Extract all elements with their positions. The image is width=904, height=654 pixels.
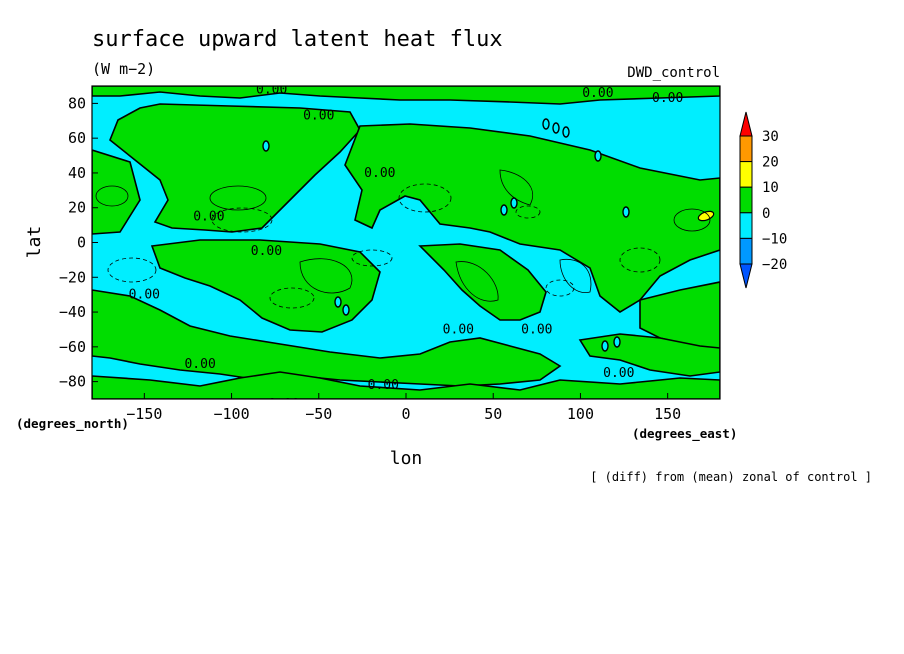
contour-label: 0.00 bbox=[193, 209, 224, 224]
y-tick-label: 60 bbox=[68, 129, 86, 147]
plot-area: 0.00 0.00 0.00 0.00 0.00 0.00 0.00 0.00 0.00 0.00… bbox=[92, 82, 720, 412]
colorbar-segment bbox=[739, 186, 753, 214]
contour-labels: 0.00 0.00 0.00 0.00 0.00 0.00 0.00 0.00 0.00 0.00… bbox=[129, 82, 684, 412]
chart-footnote: [ (diff) from (mean) zonal of control ] bbox=[590, 470, 872, 484]
thin-contours bbox=[95, 169, 711, 302]
x-tick-label: −100 bbox=[213, 405, 249, 423]
colorbar-level-label: −10 bbox=[762, 231, 787, 247]
y-tick-label: 20 bbox=[68, 199, 86, 217]
positive-region-south-pacific bbox=[150, 239, 381, 333]
contour-label: 0.00 bbox=[443, 322, 474, 337]
positive-region-southern-ocean-west bbox=[92, 289, 562, 387]
colorbar-level-label: 0 bbox=[762, 206, 770, 222]
colorbar-segment bbox=[739, 237, 753, 265]
contour-label: 0.00 bbox=[521, 322, 552, 337]
contour-label: 0.00 bbox=[603, 366, 634, 381]
positive-region-west-pacific bbox=[92, 149, 141, 235]
x-axis-title: lon bbox=[390, 448, 423, 469]
positive-region-arctic bbox=[92, 86, 720, 105]
y-axis-title: lat bbox=[24, 226, 45, 259]
contour-label: 0.00 bbox=[582, 86, 613, 101]
contour-label: 0.00 bbox=[364, 166, 395, 181]
y-tick-label: −40 bbox=[59, 303, 86, 321]
colorbar-level-label: 20 bbox=[762, 155, 779, 171]
colorbar: 30 20 10 0 −10 −20 bbox=[739, 111, 787, 289]
colorbar-level-label: −20 bbox=[762, 257, 787, 273]
colorbar-level-label: 10 bbox=[762, 180, 779, 196]
contour-label: 0.00 bbox=[268, 397, 299, 412]
run-label: DWD_control bbox=[627, 65, 720, 81]
contour-label: 0.00 bbox=[368, 378, 399, 393]
y-tick-label: 80 bbox=[68, 94, 86, 112]
colorbar-level-label: 30 bbox=[762, 129, 779, 145]
x-tick-label: 100 bbox=[567, 405, 594, 423]
contour-label: 0.00 bbox=[303, 109, 334, 124]
x-unit-label: (degrees_east) bbox=[632, 426, 737, 442]
y-axis: 80 60 40 20 0 −20 −40 −60 −80 bbox=[59, 94, 98, 391]
chart-title: surface upward latent heat flux bbox=[92, 27, 503, 52]
positive-region-north-america bbox=[109, 103, 361, 233]
colorbar-segment bbox=[739, 161, 753, 188]
colorbar-top-arrow bbox=[739, 111, 753, 137]
y-unit-label: (degrees_north) bbox=[16, 416, 129, 432]
contour-label: 0.00 bbox=[129, 288, 160, 303]
colorbar-segment bbox=[739, 212, 753, 239]
y-tick-label: −60 bbox=[59, 338, 86, 356]
contour-label: 0.00 bbox=[184, 357, 215, 372]
contour-label: 0.00 bbox=[251, 244, 282, 259]
positive-region-eurasia bbox=[344, 123, 720, 313]
x-tick-label: 50 bbox=[484, 405, 502, 423]
chart-units: (W m−2) bbox=[92, 60, 155, 78]
x-tick-label: 0 bbox=[401, 405, 410, 423]
contour-label: 0.00 bbox=[256, 82, 287, 97]
x-axis: −150 −100 −50 0 50 100 150 bbox=[126, 393, 681, 423]
positive-region-antarctica bbox=[92, 371, 720, 399]
small-zero-contours bbox=[262, 118, 630, 352]
y-tick-label: 40 bbox=[68, 164, 86, 182]
y-tick-label: 0 bbox=[77, 234, 86, 252]
x-tick-label: −50 bbox=[305, 405, 332, 423]
x-tick-label: 150 bbox=[654, 405, 681, 423]
colorbar-bottom-arrow bbox=[739, 263, 753, 289]
x-tick-label: −150 bbox=[126, 405, 162, 423]
colorbar-segment bbox=[739, 135, 753, 163]
contour-label: 0.00 bbox=[652, 91, 683, 106]
positive-region-africa bbox=[418, 243, 547, 321]
y-tick-label: −80 bbox=[59, 373, 86, 391]
y-tick-label: −20 bbox=[59, 268, 86, 286]
dashed-contours bbox=[107, 183, 661, 309]
